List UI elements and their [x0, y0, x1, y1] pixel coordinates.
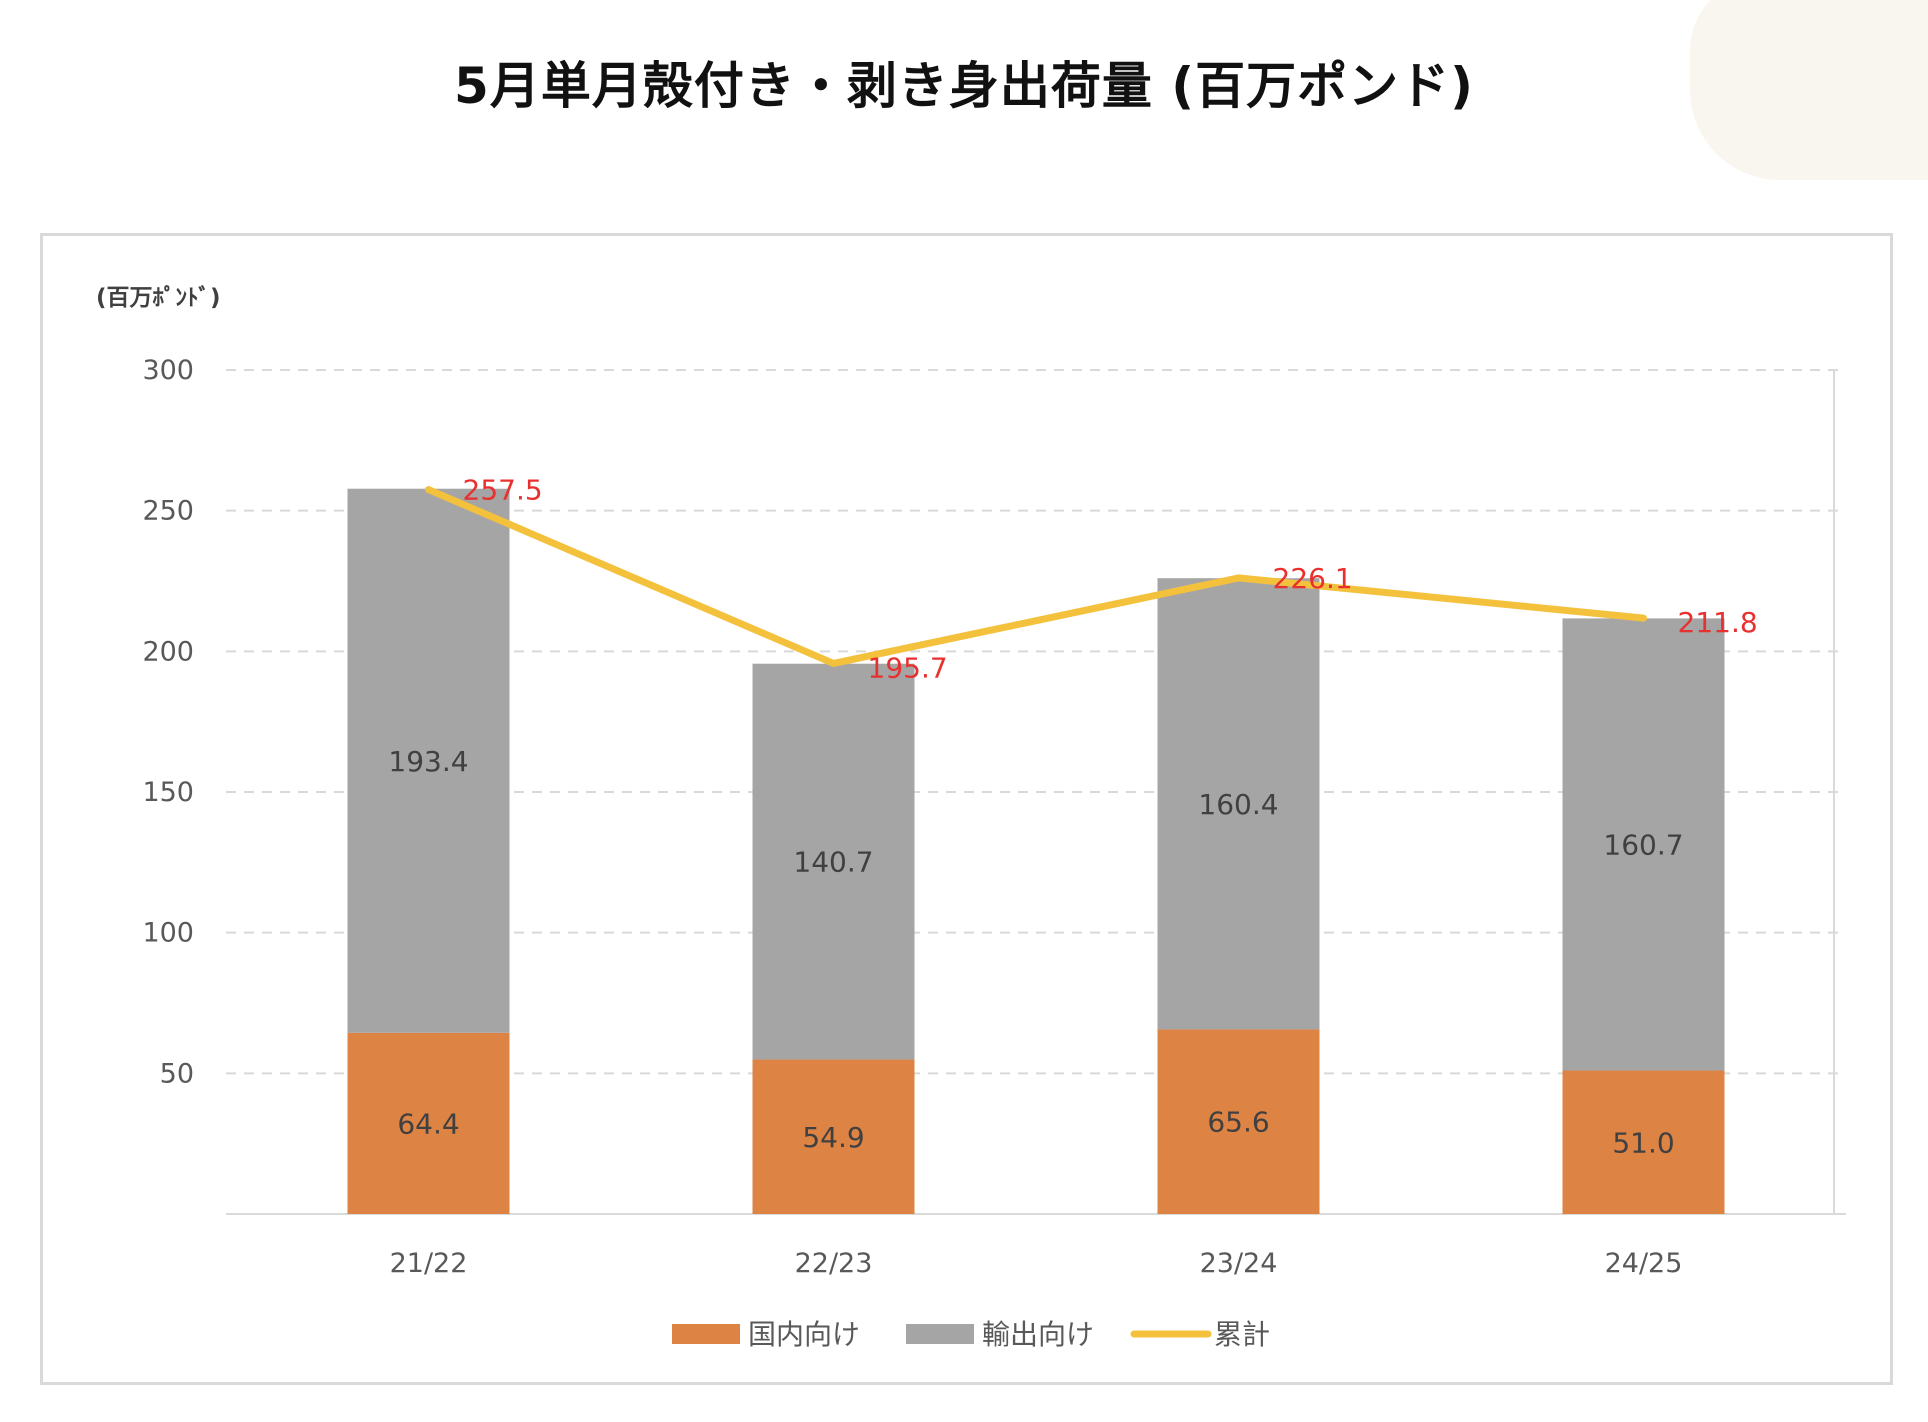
data-labels: 64.4 193.4 54.9 140.7 65.6 160.4 51.0 160.7 257.…: [388, 474, 1757, 1160]
legend-swatch-domestic: [672, 1324, 740, 1344]
x-tick-label: 21/22: [390, 1248, 468, 1279]
y-tick-label: 200: [142, 636, 194, 667]
legend-swatch-export: [906, 1324, 974, 1344]
bar-value-label: 160.4: [1198, 788, 1278, 821]
bar-value-label: 160.7: [1603, 828, 1683, 861]
bar-domestic: [1562, 1070, 1725, 1214]
background-decoration: [1690, 0, 1928, 180]
bar-export: [1157, 578, 1320, 1030]
legend-label: 輸出向け: [982, 1318, 1094, 1351]
bar-export: [752, 663, 915, 1060]
x-tick-label: 23/24: [1200, 1248, 1278, 1279]
y-tick-label: 100: [142, 918, 194, 949]
legend: 国内向け 輸出向け 累計: [672, 1318, 1270, 1351]
total-value-label: 211.8: [1678, 606, 1758, 639]
bar-value-label: 193.4: [388, 745, 468, 778]
legend-label: 国内向け: [748, 1318, 860, 1351]
total-value-label: 257.5: [463, 474, 543, 507]
total-value-label: 226.1: [1273, 562, 1353, 595]
bars: [347, 488, 1725, 1214]
axis-labels: 50 100 150 200 250 300 21/22 22/23 23/24 24/25: [142, 355, 1682, 1279]
bar-value-label: 65.6: [1207, 1106, 1269, 1139]
bar-domestic: [1157, 1029, 1320, 1214]
bar-domestic: [347, 1032, 510, 1214]
unit-label: (百万ﾎﾟﾝﾄﾞ): [96, 284, 221, 311]
total-value-label: 195.7: [868, 651, 948, 684]
x-tick-label: 24/25: [1605, 1248, 1683, 1279]
chart-title: 5月単月殻付き・剥き身出荷量 (百万ポンド): [454, 57, 1474, 115]
y-tick-label: 50: [160, 1058, 194, 1089]
bar-export: [347, 488, 510, 1033]
y-tick-label: 300: [142, 355, 194, 386]
total-line-path: [425, 486, 1647, 667]
y-tick-label: 150: [142, 777, 194, 808]
y-tick-label: 250: [142, 496, 194, 527]
bar-domestic: [752, 1059, 915, 1214]
bar-value-label: 54.9: [802, 1121, 864, 1154]
total-line: [425, 486, 1647, 667]
legend-label: 累計: [1214, 1318, 1270, 1351]
bar-value-label: 140.7: [793, 846, 873, 879]
x-tick-label: 22/23: [795, 1248, 873, 1279]
bar-value-label: 51.0: [1612, 1126, 1674, 1159]
bar-export: [1562, 618, 1725, 1071]
bar-value-label: 64.4: [397, 1107, 459, 1140]
